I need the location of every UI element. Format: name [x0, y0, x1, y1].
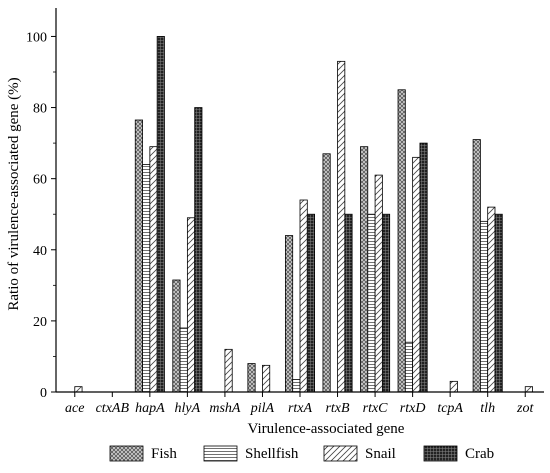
- x-tick-label-mshA: mshA: [209, 401, 241, 416]
- y-tick-label: 80: [33, 102, 47, 117]
- bar-fish-tlh: [472, 139, 481, 393]
- bar-snail-rtxB: [337, 60, 346, 393]
- legend-label-fish: Fish: [151, 446, 177, 462]
- bar-snail-rtxA: [299, 199, 308, 393]
- bar-shellfish-tlh: [479, 220, 489, 393]
- bar-fish-hlyA: [172, 279, 181, 393]
- bar-snail-tcpA: [449, 380, 458, 393]
- y-axis-title: Ratio of virulence-associated gene (%): [6, 77, 22, 310]
- bar-shellfish-hlyA: [179, 327, 188, 393]
- bar-fish-rtxA: [284, 235, 294, 393]
- x-tick-label-ace: ace: [65, 401, 84, 416]
- y-tick-label: 40: [33, 244, 47, 259]
- y-tick-label: 60: [33, 173, 47, 188]
- legend: Fish Shellfish Snail Crab: [109, 445, 494, 462]
- y-tick-label: 20: [33, 315, 47, 330]
- bar-crab-hlyA: [194, 107, 203, 393]
- bar-snail-ace: [74, 386, 83, 393]
- bar-snail-rtxD: [412, 156, 421, 393]
- bar-shellfish-rtxC: [367, 213, 376, 393]
- bar-shellfish-rtxA: [292, 379, 301, 393]
- bar-snail-hlyA: [186, 217, 196, 393]
- legend-label-shellfish: Shellfish: [245, 446, 299, 462]
- bar-snail-tlh: [487, 206, 496, 393]
- legend-label-snail: Snail: [365, 446, 396, 462]
- x-tick-label-hlyA: hlyA: [175, 401, 201, 416]
- bar-fish-rtxD: [397, 89, 406, 393]
- bar-shellfish-hapA: [142, 164, 151, 393]
- bar-snail-pilA: [262, 364, 271, 393]
- legend-item-crab: Crab: [423, 445, 494, 462]
- bar-snail-zot: [524, 386, 533, 393]
- bar-snail-rtxC: [374, 174, 383, 393]
- legend-label-crab: Crab: [465, 446, 494, 462]
- x-tick-label-rtxC: rtxC: [363, 401, 389, 416]
- legend-swatch-fish: [109, 445, 144, 462]
- bar-crab-rtxA: [306, 213, 315, 393]
- bar-fish-pilA: [247, 363, 256, 393]
- bar-crab-tlh: [494, 213, 503, 393]
- y-tick-label: 100: [26, 30, 47, 45]
- bar-fish-hapA: [134, 119, 143, 393]
- x-tick-label-pilA: pilA: [250, 401, 275, 416]
- x-tick-label-rtxB: rtxB: [325, 401, 350, 416]
- x-tick-label-tcpA: tcpA: [437, 401, 463, 416]
- y-tick-label: 0: [40, 386, 47, 401]
- bar-shellfish-rtxD: [404, 341, 414, 393]
- y-ticks: 0 20 40 60 80 100: [26, 30, 56, 401]
- legend-item-shellfish: Shellfish: [203, 445, 299, 462]
- x-tick-label-tlh: tlh: [480, 401, 495, 416]
- x-tick-label-ctxAB: ctxAB: [96, 401, 130, 416]
- legend-item-snail: Snail: [323, 445, 396, 462]
- x-tick-label-rtxA: rtxA: [288, 401, 313, 416]
- bars: [74, 36, 533, 393]
- bar-fish-rtxC: [360, 146, 369, 393]
- bar-crab-rtxC: [381, 213, 391, 393]
- x-tick-label-zot: zot: [516, 401, 534, 416]
- bar-crab-rtxD: [419, 142, 428, 393]
- legend-item-fish: Fish: [109, 445, 177, 462]
- bar-crab-hapA: [156, 36, 165, 393]
- bar-fish-rtxB: [322, 153, 331, 393]
- legend-swatch-shellfish: [203, 445, 238, 462]
- x-axis-title: Virulence-associated gene: [248, 421, 405, 437]
- bar-snail-mshA: [224, 348, 233, 393]
- bar-crab-rtxB: [344, 213, 353, 393]
- legend-swatch-crab: [423, 445, 458, 462]
- x-tick-label-rtxD: rtxD: [400, 401, 426, 416]
- bar-snail-hapA: [149, 146, 158, 393]
- x-categories: ace ctxAB hapA hlyA mshA pilA rtxA rtxB rtxC rtxD…: [65, 392, 535, 416]
- x-tick-label-hapA: hapA: [135, 401, 165, 416]
- legend-swatch-snail: [323, 445, 358, 462]
